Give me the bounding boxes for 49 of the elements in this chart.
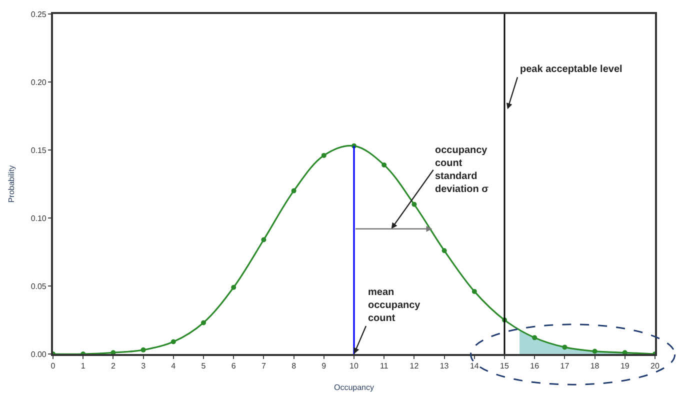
- x-tick-label: 9: [322, 362, 327, 371]
- y-tick-label: 0.25: [30, 10, 47, 19]
- x-tick-label: 3: [141, 362, 146, 371]
- x-tick-label: 1: [80, 362, 86, 371]
- x-tick-label: 6: [231, 362, 236, 371]
- x-tick-label: 11: [380, 362, 389, 371]
- x-tick-label: 18: [590, 362, 600, 371]
- x-tick-label: 10: [350, 362, 359, 371]
- annotation: mean occupancy count: [368, 287, 421, 324]
- point: [140, 347, 146, 352]
- point: [562, 344, 568, 350]
- point: [110, 350, 116, 354]
- point: [382, 162, 387, 168]
- point: [291, 188, 296, 194]
- x-tick-label: 19: [620, 362, 630, 371]
- x-axis-title: Occupancy: [334, 383, 374, 392]
- y-tick-label: 0.05: [30, 282, 47, 291]
- x-tick-label: 4: [171, 362, 176, 371]
- x-tick-label: 5: [201, 362, 206, 371]
- x-tick-label: 13: [440, 362, 450, 371]
- x-tick-label: 17: [560, 362, 570, 371]
- point: [622, 350, 628, 354]
- point: [472, 288, 477, 294]
- point: [261, 237, 266, 242]
- x-tick-label: 15: [500, 362, 510, 371]
- y-tick-label: 0.10: [30, 214, 47, 223]
- y-axis-title: Probability: [7, 165, 16, 203]
- point: [201, 320, 206, 326]
- y-tick-label: 0.20: [30, 78, 47, 87]
- annotation: occupancy count standard deviation σ: [435, 145, 489, 195]
- x-tick-label: 14: [470, 362, 480, 371]
- point: [592, 348, 598, 354]
- x-tick-label: 0: [50, 362, 56, 371]
- point: [442, 248, 447, 254]
- x-tick-label: 2: [110, 362, 116, 371]
- point: [532, 335, 538, 340]
- x-tick-label: 20: [650, 362, 660, 371]
- line-series: [53, 143, 655, 354]
- annotation: peak acceptable level: [520, 64, 623, 75]
- y-tick-label: 0.00: [30, 350, 47, 359]
- x-tick-label: 12: [410, 362, 420, 371]
- x-tick-label: 16: [530, 362, 540, 371]
- x-tick-label: 7: [261, 362, 266, 371]
- x-tick-label: 8: [292, 362, 297, 371]
- y-tick-label: 0.15: [30, 146, 47, 155]
- point: [231, 284, 236, 290]
- point: [170, 339, 176, 344]
- point: [321, 152, 326, 158]
- point: [412, 202, 417, 207]
